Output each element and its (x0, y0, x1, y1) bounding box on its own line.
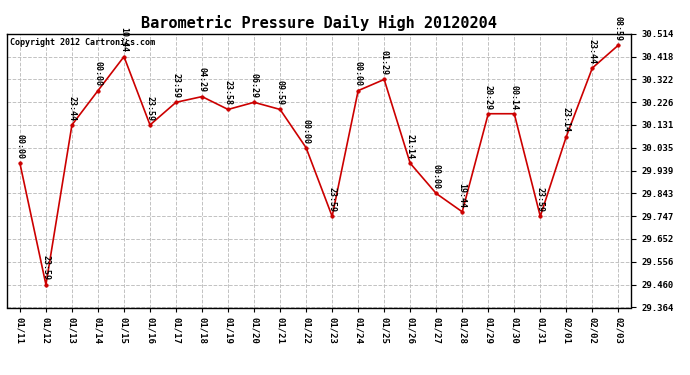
Text: 04:29: 04:29 (197, 68, 206, 92)
Text: 20:29: 20:29 (484, 85, 493, 109)
Text: 08:59: 08:59 (614, 16, 623, 41)
Title: Barometric Pressure Daily High 20120204: Barometric Pressure Daily High 20120204 (141, 15, 497, 31)
Text: 00:14: 00:14 (510, 85, 519, 109)
Text: 00:00: 00:00 (15, 134, 24, 159)
Text: 23:59: 23:59 (41, 255, 50, 280)
Text: 06:29: 06:29 (250, 73, 259, 98)
Text: 23:59: 23:59 (146, 96, 155, 121)
Text: 23:44: 23:44 (588, 39, 597, 64)
Text: 10:44: 10:44 (119, 27, 128, 53)
Text: 01:29: 01:29 (380, 50, 388, 75)
Text: 00:00: 00:00 (302, 118, 310, 144)
Text: 00:00: 00:00 (93, 62, 103, 87)
Text: 23:59: 23:59 (172, 73, 181, 98)
Text: 23:59: 23:59 (328, 187, 337, 212)
Text: 00:00: 00:00 (354, 62, 363, 87)
Text: 19:44: 19:44 (457, 183, 466, 208)
Text: 23:59: 23:59 (535, 187, 545, 212)
Text: 00:00: 00:00 (432, 164, 441, 189)
Text: 09:59: 09:59 (275, 80, 284, 105)
Text: Copyright 2012 Cartronics.com: Copyright 2012 Cartronics.com (10, 38, 155, 47)
Text: 21:14: 21:14 (406, 134, 415, 159)
Text: 23:44: 23:44 (68, 96, 77, 121)
Text: 23:58: 23:58 (224, 80, 233, 105)
Text: 23:14: 23:14 (562, 107, 571, 132)
